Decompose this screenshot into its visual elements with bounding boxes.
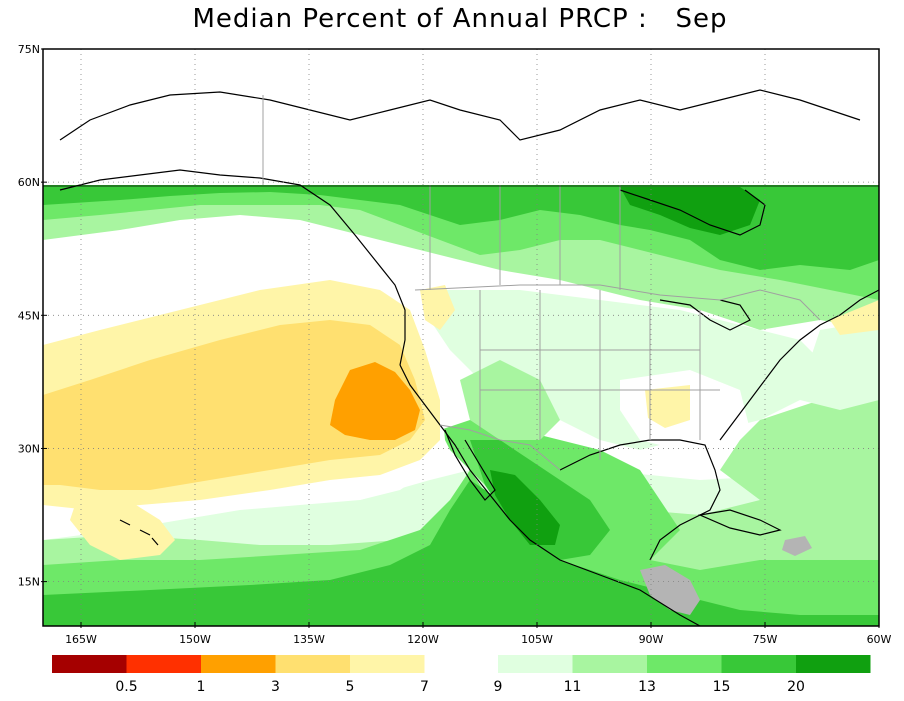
coastline-layer bbox=[59, 89, 879, 626]
map-plot-area bbox=[43, 49, 879, 626]
pacific-yellow-zone bbox=[43, 320, 425, 490]
us-southwest-green bbox=[460, 360, 560, 440]
caribbean-nodata bbox=[782, 536, 812, 556]
atlantic-yellow-patch bbox=[830, 300, 879, 335]
legend-label: 3 bbox=[271, 679, 280, 695]
lat-tick-label: 60N bbox=[18, 176, 40, 189]
lon-tick-label: 165W bbox=[65, 633, 97, 646]
political-borders-layer bbox=[262, 95, 821, 471]
legend-swatch bbox=[350, 655, 425, 673]
central-america-nodata bbox=[640, 565, 700, 615]
legend-label: 13 bbox=[638, 679, 656, 695]
legend-label: 15 bbox=[713, 679, 731, 695]
atlantic-white bbox=[800, 320, 879, 410]
baja-coastline bbox=[444, 429, 496, 501]
legend-swatch bbox=[52, 655, 127, 673]
hudson-bay-coastline bbox=[619, 189, 766, 236]
west-mexico-darkest bbox=[490, 470, 560, 545]
legend-label: 11 bbox=[564, 679, 582, 695]
us-mexico-border bbox=[439, 424, 561, 471]
legend-swatch bbox=[275, 655, 350, 673]
legend-swatch bbox=[647, 655, 722, 673]
lat-tick-label: 45N bbox=[18, 309, 40, 322]
hudson-bay-darkest-green bbox=[620, 187, 760, 235]
legend-label: 9 bbox=[494, 679, 503, 695]
arctic-coastline bbox=[59, 89, 861, 141]
lon-tick-label: 105W bbox=[521, 633, 553, 646]
lat-tick-label: 30N bbox=[18, 442, 40, 455]
legend-label: 5 bbox=[346, 679, 355, 695]
legend-label: 1 bbox=[197, 679, 206, 695]
us-state-lines bbox=[479, 290, 720, 460]
legend-label: 7 bbox=[420, 679, 429, 695]
legend-swatch bbox=[201, 655, 276, 673]
gulf-coastline bbox=[559, 439, 721, 561]
lon-tick-label: 60W bbox=[867, 633, 892, 646]
west-coast bbox=[399, 364, 701, 626]
hawaii-yellow-patch bbox=[70, 490, 175, 560]
color-legend: 0.5 1 3 5 7 9 11 13 15 20 bbox=[52, 655, 871, 695]
cuba-coastline bbox=[697, 509, 782, 536]
hawaii-coastline bbox=[119, 519, 159, 546]
legend-label: 20 bbox=[787, 679, 805, 695]
southeast-us-yellow bbox=[645, 385, 690, 428]
legend-swatch bbox=[572, 655, 647, 673]
lon-tick-label: 135W bbox=[293, 633, 325, 646]
east-coastline bbox=[719, 289, 879, 441]
lon-tick-label: 90W bbox=[639, 633, 664, 646]
legend-label: 0.5 bbox=[115, 679, 137, 695]
pacific-yellow-small bbox=[420, 285, 455, 330]
legend-swatch bbox=[721, 655, 796, 673]
map-frame bbox=[42, 48, 880, 627]
us-canada-border bbox=[414, 284, 821, 321]
lat-tick-label: 75N bbox=[18, 43, 40, 56]
lat-lon-grid bbox=[43, 49, 879, 626]
lon-tick-label: 75W bbox=[753, 633, 778, 646]
legend-swatch bbox=[796, 655, 871, 673]
canada-province-lines bbox=[429, 185, 621, 290]
axis-labels: 75N 60N 45N 30N 15N 165W 150W 135W 120W 105W 90W 75… bbox=[18, 43, 892, 646]
pacific-orange-zone bbox=[330, 362, 420, 440]
great-lakes-coastline bbox=[659, 299, 751, 331]
legend-swatch bbox=[126, 655, 201, 673]
lon-tick-label: 150W bbox=[179, 633, 211, 646]
map-title: Median Percent of Annual PRCP : Sep bbox=[192, 4, 728, 34]
lon-tick-label: 120W bbox=[407, 633, 439, 646]
precipitation-fill-layer bbox=[43, 185, 879, 626]
atlantic-light-green bbox=[720, 380, 879, 520]
legend-swatch bbox=[498, 655, 573, 673]
lat-tick-label: 15N bbox=[18, 576, 40, 589]
pacific-dark-green-band bbox=[43, 480, 879, 626]
alaska-coastline bbox=[59, 169, 406, 366]
